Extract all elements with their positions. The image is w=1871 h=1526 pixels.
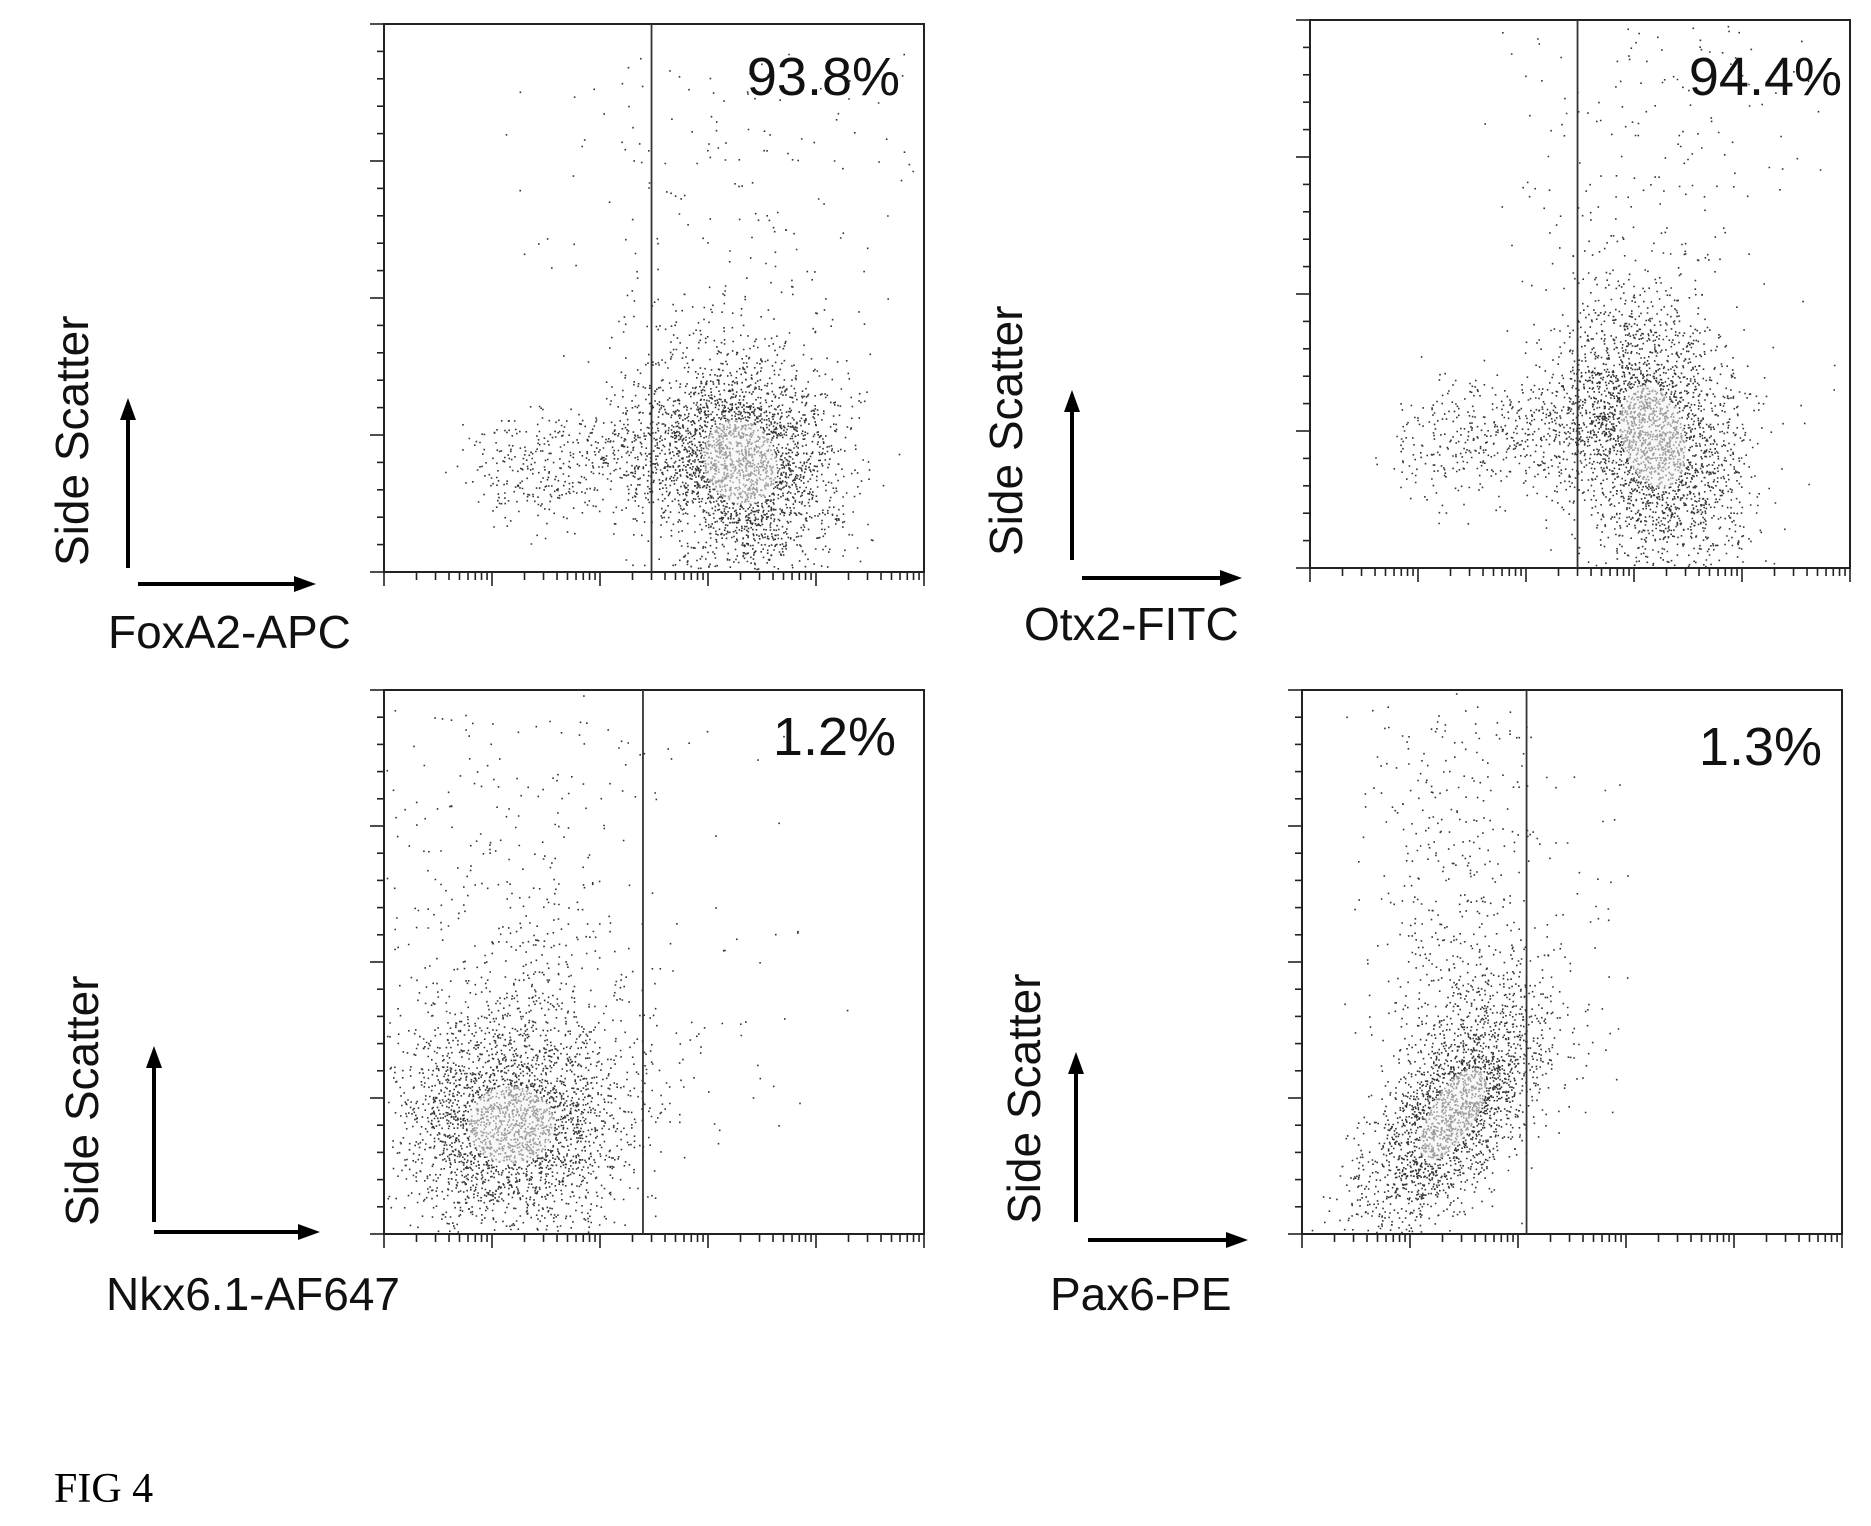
panel-foxa2: 93.8% Side Scatter FoxA2-APC — [46, 23, 925, 658]
gate-percent-label: 94.4% — [1689, 47, 1842, 107]
y-axis-label: Side Scatter — [46, 315, 98, 566]
density-core — [1619, 385, 1687, 488]
x-axis-label: Nkx6.1-AF647 — [106, 1268, 400, 1320]
density-core — [467, 1086, 555, 1165]
arrow-right-icon — [1220, 570, 1242, 586]
axis-ticks-foxa2 — [370, 23, 925, 586]
density-core — [1419, 1068, 1487, 1161]
arrow-right-icon — [1226, 1232, 1248, 1248]
arrow-up-icon — [1064, 390, 1080, 412]
figure-caption: FIG 4 — [54, 1466, 153, 1512]
x-axis-label: Pax6-PE — [1050, 1268, 1232, 1320]
scatter-point-cloud — [386, 695, 849, 1233]
arrow-up-icon — [146, 1046, 162, 1068]
scatter-points-otx2 — [1375, 25, 1836, 568]
arrow-up-icon — [1068, 1052, 1084, 1074]
y-axis-label: Side Scatter — [980, 305, 1032, 556]
arrow-up-icon — [120, 398, 136, 420]
gate-percent-label: 1.3% — [1699, 717, 1822, 777]
scatter-point-cloud — [445, 53, 914, 571]
axis-ticks-nkx61 — [370, 689, 925, 1248]
x-axis-label: Otx2-FITC — [1024, 598, 1239, 650]
arrow-right-icon — [298, 1224, 320, 1240]
panel-otx2: 94.4% Side Scatter Otx2-FITC — [980, 19, 1851, 650]
y-axis-label: Side Scatter — [56, 975, 108, 1226]
y-axis-label: Side Scatter — [998, 973, 1050, 1224]
axis-ticks-otx2 — [1296, 19, 1851, 582]
arrow-right-icon — [294, 576, 316, 592]
panel-nkx61: 1.2% Side Scatter Nkx6.1-AF647 — [56, 689, 925, 1320]
axis-ticks-pax6 — [1288, 689, 1843, 1248]
scatter-point-cloud — [1311, 693, 1629, 1234]
scatter-points-foxa2 — [445, 53, 914, 571]
gate-percent-label: 93.8% — [747, 47, 900, 107]
gate-percent-label: 1.2% — [773, 707, 896, 767]
scatter-points-pax6 — [1311, 693, 1629, 1234]
density-core — [703, 419, 778, 506]
panel-pax6: 1.3% Side Scatter Pax6-PE — [998, 689, 1843, 1320]
scatter-points-nkx61 — [386, 695, 849, 1233]
scatter-point-cloud — [1375, 25, 1836, 568]
x-axis-label: FoxA2-APC — [108, 606, 351, 658]
